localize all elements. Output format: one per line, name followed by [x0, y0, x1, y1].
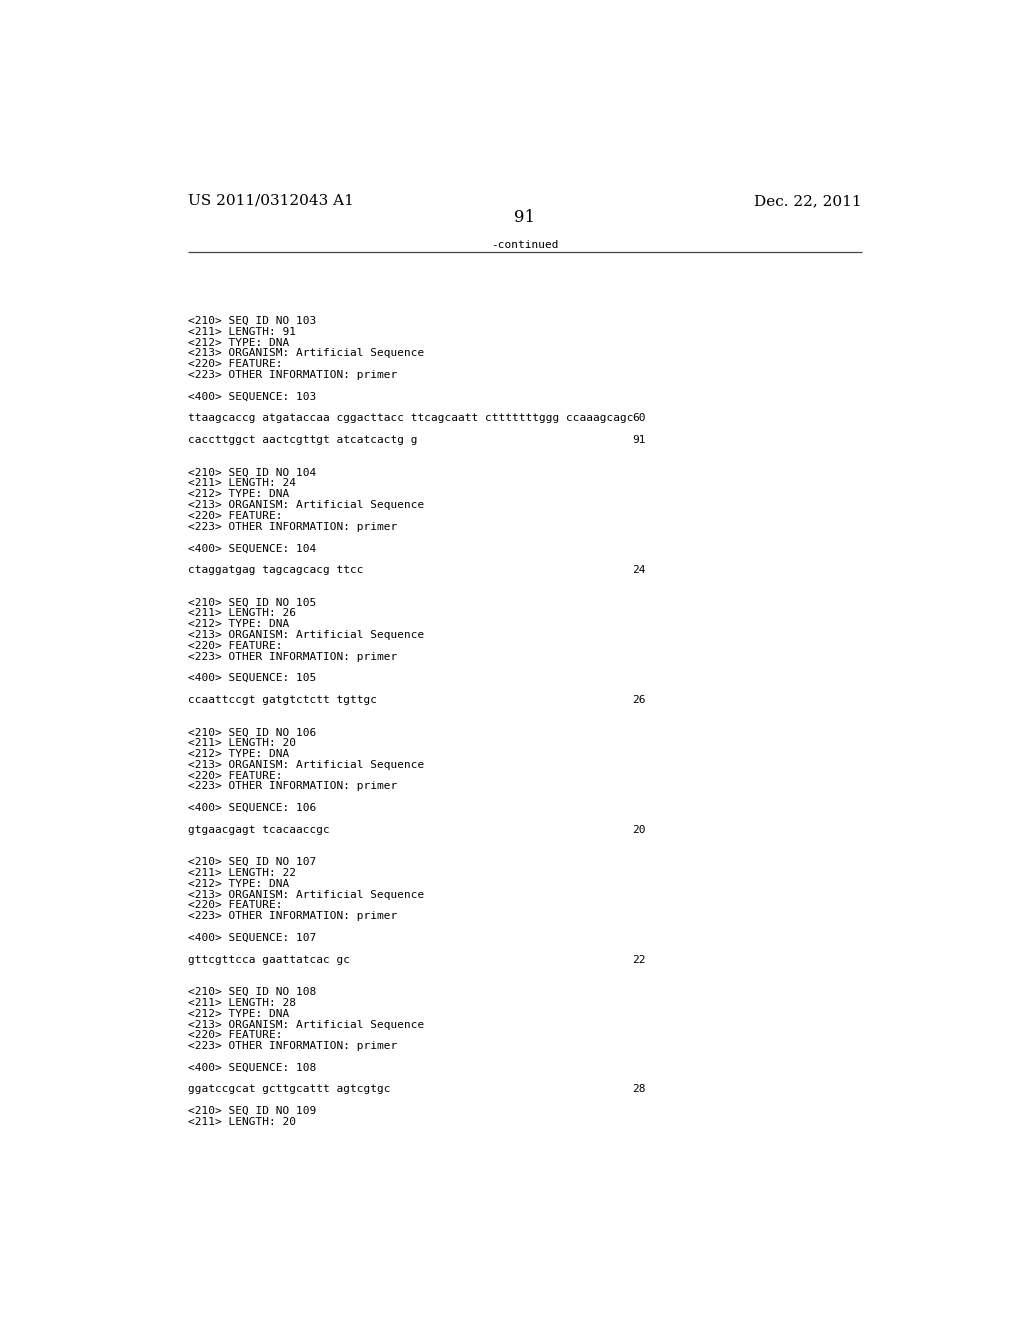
Text: <212> TYPE: DNA: <212> TYPE: DNA [187, 490, 289, 499]
Text: <223> OTHER INFORMATION: primer: <223> OTHER INFORMATION: primer [187, 781, 396, 792]
Text: <213> ORGANISM: Artificial Sequence: <213> ORGANISM: Artificial Sequence [187, 500, 424, 510]
Text: <210> SEQ ID NO 109: <210> SEQ ID NO 109 [187, 1106, 315, 1117]
Text: ggatccgcat gcttgcattt agtcgtgc: ggatccgcat gcttgcattt agtcgtgc [187, 1085, 390, 1094]
Text: <400> SEQUENCE: 108: <400> SEQUENCE: 108 [187, 1063, 315, 1073]
Text: <210> SEQ ID NO 104: <210> SEQ ID NO 104 [187, 467, 315, 478]
Text: 26: 26 [632, 694, 645, 705]
Text: <223> OTHER INFORMATION: primer: <223> OTHER INFORMATION: primer [187, 911, 396, 921]
Text: <223> OTHER INFORMATION: primer: <223> OTHER INFORMATION: primer [187, 652, 396, 661]
Text: <400> SEQUENCE: 103: <400> SEQUENCE: 103 [187, 392, 315, 401]
Text: <213> ORGANISM: Artificial Sequence: <213> ORGANISM: Artificial Sequence [187, 760, 424, 770]
Text: <213> ORGANISM: Artificial Sequence: <213> ORGANISM: Artificial Sequence [187, 348, 424, 359]
Text: -continued: -continued [492, 240, 558, 249]
Text: ccaattccgt gatgtctctt tgttgc: ccaattccgt gatgtctctt tgttgc [187, 694, 377, 705]
Text: <212> TYPE: DNA: <212> TYPE: DNA [187, 1008, 289, 1019]
Text: <220> FEATURE:: <220> FEATURE: [187, 511, 282, 521]
Text: <220> FEATURE:: <220> FEATURE: [187, 900, 282, 911]
Text: <210> SEQ ID NO 106: <210> SEQ ID NO 106 [187, 727, 315, 738]
Text: Dec. 22, 2011: Dec. 22, 2011 [755, 194, 862, 209]
Text: <210> SEQ ID NO 108: <210> SEQ ID NO 108 [187, 987, 315, 997]
Text: <223> OTHER INFORMATION: primer: <223> OTHER INFORMATION: primer [187, 370, 396, 380]
Text: 22: 22 [632, 954, 645, 965]
Text: gttcgttcca gaattatcac gc: gttcgttcca gaattatcac gc [187, 954, 349, 965]
Text: gtgaacgagt tcacaaccgc: gtgaacgagt tcacaaccgc [187, 825, 330, 834]
Text: 20: 20 [632, 825, 645, 834]
Text: 91: 91 [632, 436, 645, 445]
Text: <400> SEQUENCE: 106: <400> SEQUENCE: 106 [187, 803, 315, 813]
Text: 28: 28 [632, 1085, 645, 1094]
Text: US 2011/0312043 A1: US 2011/0312043 A1 [187, 194, 353, 209]
Text: <210> SEQ ID NO 105: <210> SEQ ID NO 105 [187, 598, 315, 607]
Text: <212> TYPE: DNA: <212> TYPE: DNA [187, 748, 289, 759]
Text: 60: 60 [632, 413, 645, 424]
Text: <400> SEQUENCE: 104: <400> SEQUENCE: 104 [187, 544, 315, 553]
Text: <212> TYPE: DNA: <212> TYPE: DNA [187, 879, 289, 888]
Text: <212> TYPE: DNA: <212> TYPE: DNA [187, 619, 289, 630]
Text: <211> LENGTH: 26: <211> LENGTH: 26 [187, 609, 296, 618]
Text: <210> SEQ ID NO 107: <210> SEQ ID NO 107 [187, 857, 315, 867]
Text: <220> FEATURE:: <220> FEATURE: [187, 771, 282, 780]
Text: 91: 91 [514, 210, 536, 226]
Text: <223> OTHER INFORMATION: primer: <223> OTHER INFORMATION: primer [187, 1041, 396, 1051]
Text: 24: 24 [632, 565, 645, 576]
Text: <211> LENGTH: 28: <211> LENGTH: 28 [187, 998, 296, 1008]
Text: ttaagcaccg atgataccaa cggacttacc ttcagcaatt ctttttttggg ccaaagcagc: ttaagcaccg atgataccaa cggacttacc ttcagca… [187, 413, 633, 424]
Text: <220> FEATURE:: <220> FEATURE: [187, 640, 282, 651]
Text: <211> LENGTH: 24: <211> LENGTH: 24 [187, 478, 296, 488]
Text: <400> SEQUENCE: 107: <400> SEQUENCE: 107 [187, 933, 315, 942]
Text: <220> FEATURE:: <220> FEATURE: [187, 359, 282, 370]
Text: <213> ORGANISM: Artificial Sequence: <213> ORGANISM: Artificial Sequence [187, 630, 424, 640]
Text: <210> SEQ ID NO 103: <210> SEQ ID NO 103 [187, 315, 315, 326]
Text: <223> OTHER INFORMATION: primer: <223> OTHER INFORMATION: primer [187, 521, 396, 532]
Text: <211> LENGTH: 22: <211> LENGTH: 22 [187, 869, 296, 878]
Text: <220> FEATURE:: <220> FEATURE: [187, 1031, 282, 1040]
Text: <213> ORGANISM: Artificial Sequence: <213> ORGANISM: Artificial Sequence [187, 890, 424, 900]
Text: <400> SEQUENCE: 105: <400> SEQUENCE: 105 [187, 673, 315, 684]
Text: <211> LENGTH: 20: <211> LENGTH: 20 [187, 1117, 296, 1127]
Text: <211> LENGTH: 91: <211> LENGTH: 91 [187, 327, 296, 337]
Text: <212> TYPE: DNA: <212> TYPE: DNA [187, 338, 289, 347]
Text: <213> ORGANISM: Artificial Sequence: <213> ORGANISM: Artificial Sequence [187, 1019, 424, 1030]
Text: ctaggatgag tagcagcacg ttcc: ctaggatgag tagcagcacg ttcc [187, 565, 364, 576]
Text: <211> LENGTH: 20: <211> LENGTH: 20 [187, 738, 296, 748]
Text: caccttggct aactcgttgt atcatcactg g: caccttggct aactcgttgt atcatcactg g [187, 436, 417, 445]
